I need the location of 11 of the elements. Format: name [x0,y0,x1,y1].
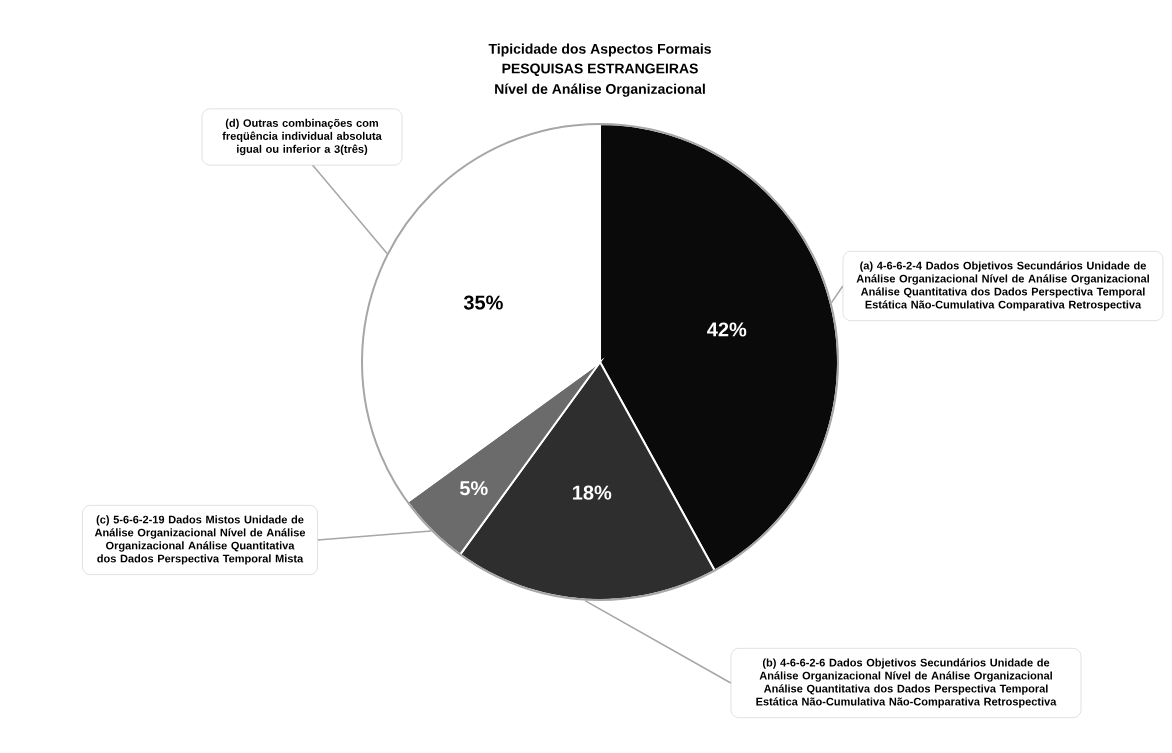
slice-label: (b) 4-6-6-2-6 Dados Objetivos Secundários Unidade de Análise Organizacional Nível de Análise Organizacional Análise Quantitativa dos Dados Perspectiva Temporal Estática Não-Cumulativa Não-Comparativa Retrospectiva [756,658,1057,708]
slice-label: (d) Outras combinações com freqüência individual absoluta igual ou inferior a 3(três) [222,118,382,156]
data-label: 5% [459,481,488,496]
slice-label: (a) 4-6-6-2-4 Dados Objetivos Secundários Unidade de Análise Organizacional Nível de Análise Organizacional Análise Quantitativa dos Dados Perspectiva Temporal Estática Não-Cumulativa Comparativa Retrospectiva [856,261,1149,311]
text: Nível de Análise Organizacional [495,83,705,97]
chart-title: Tipicidade dos Aspectos Formais [488,43,711,57]
chart-subtitle: PESQUISAS ESTRANGEIRAS [502,63,698,77]
data-label: 42% [707,322,747,337]
data-label: 35% [463,295,503,310]
slice-label: (c) 5-6-6-2-19 Dados Mistos Unidade de Análise Organizacional Nível de Análise Organizacional Análise Quantitativa dos Dados Perspectiva Temporal Mista [94,515,306,565]
data-label: 18% [573,485,612,500]
